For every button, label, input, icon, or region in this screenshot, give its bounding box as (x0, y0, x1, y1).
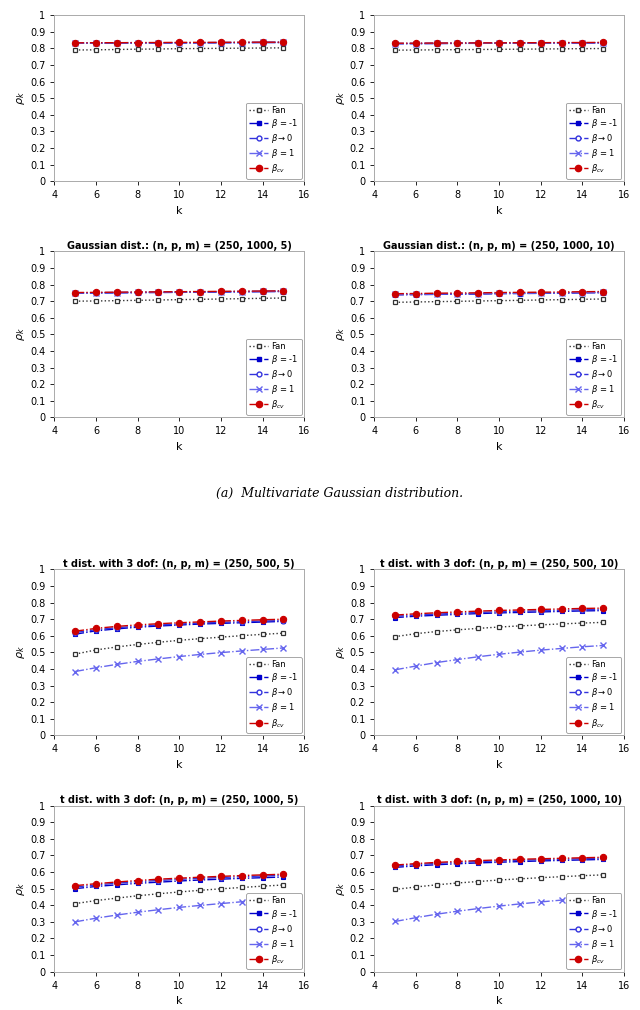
X-axis label: k: k (496, 996, 502, 1006)
Legend: Fan, $\beta$ = -1, $\beta \rightarrow 0$, $\beta$ = 1, $\beta_{cv}$: Fan, $\beta$ = -1, $\beta \rightarrow 0$… (566, 893, 621, 970)
Title: t dist. with 3 dof: (n, p, m) = (250, 1000, 5): t dist. with 3 dof: (n, p, m) = (250, 10… (60, 795, 298, 805)
Title: t dist. with 3 dof: (n, p, m) = (250, 500, 5): t dist. with 3 dof: (n, p, m) = (250, 50… (63, 559, 295, 569)
Y-axis label: $\rho_k$: $\rho_k$ (15, 327, 28, 341)
Title: Gaussian dist.: (n, p, m) = (250, 1000, 10): Gaussian dist.: (n, p, m) = (250, 1000, … (383, 240, 615, 250)
X-axis label: k: k (496, 206, 502, 216)
Legend: Fan, $\beta$ = -1, $\beta \rightarrow 0$, $\beta$ = 1, $\beta_{cv}$: Fan, $\beta$ = -1, $\beta \rightarrow 0$… (566, 103, 621, 179)
Y-axis label: $\rho_k$: $\rho_k$ (335, 882, 347, 896)
Legend: Fan, $\beta$ = -1, $\beta \rightarrow 0$, $\beta$ = 1, $\beta_{cv}$: Fan, $\beta$ = -1, $\beta \rightarrow 0$… (246, 103, 301, 179)
X-axis label: k: k (496, 442, 502, 451)
Y-axis label: $\rho_k$: $\rho_k$ (335, 327, 347, 341)
X-axis label: k: k (496, 760, 502, 770)
Title: Gaussian dist.: (n, p, m) = (250, 1000, 5): Gaussian dist.: (n, p, m) = (250, 1000, … (67, 240, 292, 250)
Legend: Fan, $\beta$ = -1, $\beta \rightarrow 0$, $\beta$ = 1, $\beta_{cv}$: Fan, $\beta$ = -1, $\beta \rightarrow 0$… (246, 893, 301, 970)
Y-axis label: $\rho_k$: $\rho_k$ (335, 645, 347, 660)
Y-axis label: $\rho_k$: $\rho_k$ (335, 91, 347, 105)
Text: (a)  Multivariate Gaussian distribution.: (a) Multivariate Gaussian distribution. (216, 487, 463, 500)
Legend: Fan, $\beta$ = -1, $\beta \rightarrow 0$, $\beta$ = 1, $\beta_{cv}$: Fan, $\beta$ = -1, $\beta \rightarrow 0$… (246, 656, 301, 733)
X-axis label: k: k (176, 760, 182, 770)
X-axis label: k: k (176, 442, 182, 451)
Legend: Fan, $\beta$ = -1, $\beta \rightarrow 0$, $\beta$ = 1, $\beta_{cv}$: Fan, $\beta$ = -1, $\beta \rightarrow 0$… (566, 338, 621, 415)
Y-axis label: $\rho_k$: $\rho_k$ (15, 882, 28, 896)
Y-axis label: $\rho_k$: $\rho_k$ (15, 645, 28, 660)
Title: t dist. with 3 dof: (n, p, m) = (250, 1000, 10): t dist. with 3 dof: (n, p, m) = (250, 10… (376, 795, 621, 805)
Title: t dist. with 3 dof: (n, p, m) = (250, 500, 10): t dist. with 3 dof: (n, p, m) = (250, 50… (380, 559, 618, 569)
X-axis label: k: k (176, 206, 182, 216)
Y-axis label: $\rho_k$: $\rho_k$ (15, 91, 28, 105)
Legend: Fan, $\beta$ = -1, $\beta \rightarrow 0$, $\beta$ = 1, $\beta_{cv}$: Fan, $\beta$ = -1, $\beta \rightarrow 0$… (246, 338, 301, 415)
X-axis label: k: k (176, 996, 182, 1006)
Legend: Fan, $\beta$ = -1, $\beta \rightarrow 0$, $\beta$ = 1, $\beta_{cv}$: Fan, $\beta$ = -1, $\beta \rightarrow 0$… (566, 656, 621, 733)
